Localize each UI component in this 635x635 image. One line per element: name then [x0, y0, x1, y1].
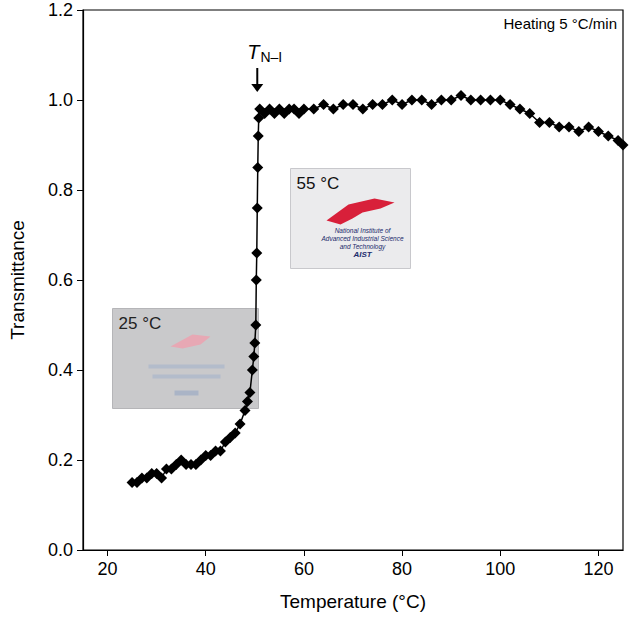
svg-text:0.4: 0.4 — [48, 360, 73, 380]
svg-text:1.2: 1.2 — [48, 0, 73, 20]
svg-text:100: 100 — [485, 559, 515, 579]
svg-text:Advanced Industrial Science: Advanced Industrial Science — [320, 235, 403, 242]
svg-text:20: 20 — [98, 559, 118, 579]
svg-text:0.2: 0.2 — [48, 450, 73, 470]
svg-text:T: T — [247, 41, 261, 63]
svg-text:Temperature (°C): Temperature (°C) — [280, 591, 426, 612]
svg-text:N–I: N–I — [260, 49, 282, 65]
svg-text:60: 60 — [294, 559, 314, 579]
svg-text:National Institute of: National Institute of — [335, 227, 392, 234]
svg-text:25 °C: 25 °C — [119, 314, 162, 333]
svg-text:0.0: 0.0 — [48, 540, 73, 560]
svg-text:0.8: 0.8 — [48, 180, 73, 200]
svg-text:55 °C: 55 °C — [297, 174, 340, 193]
svg-text:120: 120 — [583, 559, 613, 579]
svg-text:0.6: 0.6 — [48, 270, 73, 290]
svg-text:Transmittance: Transmittance — [7, 220, 28, 340]
svg-text:AIST: AIST — [352, 250, 372, 259]
svg-text:Heating 5 °C/min: Heating 5 °C/min — [503, 15, 617, 32]
svg-text:1.0: 1.0 — [48, 90, 73, 110]
svg-text:80: 80 — [392, 559, 412, 579]
svg-text:and Technology: and Technology — [339, 242, 386, 250]
svg-text:40: 40 — [196, 559, 216, 579]
